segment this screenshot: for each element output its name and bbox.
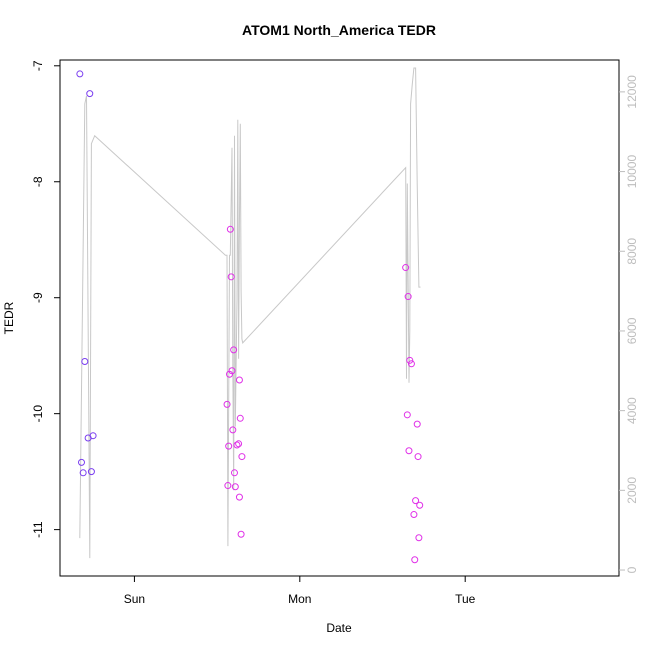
data-point [410, 511, 418, 519]
points-series [76, 70, 424, 564]
y2-line-series [79, 67, 421, 559]
y2-tick-label: 8000 [625, 238, 639, 265]
y-tick-label: -7 [31, 60, 45, 71]
data-point [228, 367, 236, 375]
data-point [79, 469, 87, 477]
data-point [89, 432, 97, 440]
data-point [403, 411, 411, 419]
data-point [406, 356, 414, 364]
right-y-axis: 0 2000 4000 6000 8000 10000 12000 [619, 75, 639, 573]
data-point [235, 376, 243, 384]
data-point [407, 360, 415, 368]
data-point [238, 453, 246, 461]
y-tick-label: -10 [31, 405, 45, 423]
data-point [226, 225, 234, 233]
y2-tick-label: 6000 [625, 317, 639, 344]
data-point [405, 447, 413, 455]
data-point [402, 264, 410, 272]
data-point [404, 293, 412, 301]
data-point [235, 493, 243, 501]
data-point [237, 530, 245, 538]
data-point [413, 420, 421, 428]
y2-tick-label: 10000 [625, 155, 639, 189]
data-point [224, 482, 232, 490]
y-tick-label: -11 [31, 521, 45, 538]
data-point [233, 441, 241, 449]
left-y-axis: -7 -8 -9 -10 -11 [31, 60, 60, 538]
data-point [87, 468, 95, 476]
data-point [414, 453, 422, 461]
data-point [225, 442, 233, 450]
data-point [78, 458, 85, 466]
data-point [230, 469, 238, 477]
data-point [227, 273, 235, 281]
y-tick-label: -8 [31, 176, 45, 187]
y2-tick-label: 0 [625, 566, 639, 573]
data-point [81, 357, 89, 365]
data-point [416, 501, 424, 509]
data-point [76, 70, 84, 78]
plot-frame [59, 59, 620, 577]
y-tick-label: -9 [31, 292, 45, 303]
data-point [229, 426, 237, 434]
data-point [411, 556, 419, 564]
x-tick-label: Sun [124, 592, 145, 606]
x-axis: Sun Mon Tue [124, 576, 476, 606]
data-point [231, 483, 239, 491]
data-point [415, 534, 423, 542]
data-point [236, 414, 244, 422]
data-point [412, 497, 420, 505]
data-point [230, 346, 238, 354]
y2-tick-label: 4000 [625, 397, 639, 424]
y2-tick-label: 12000 [625, 75, 639, 109]
data-point [86, 90, 94, 98]
x-tick-label: Tue [455, 592, 476, 606]
y-axis-label: TEDR [2, 301, 16, 334]
data-point [223, 400, 231, 408]
x-axis-label: Date [326, 621, 352, 635]
x-tick-label: Mon [288, 592, 311, 606]
y2-tick-label: 2000 [625, 477, 639, 504]
y2-line [79, 67, 421, 559]
data-point [235, 440, 243, 448]
chart-title: ATOM1 North_America TEDR [242, 22, 436, 38]
